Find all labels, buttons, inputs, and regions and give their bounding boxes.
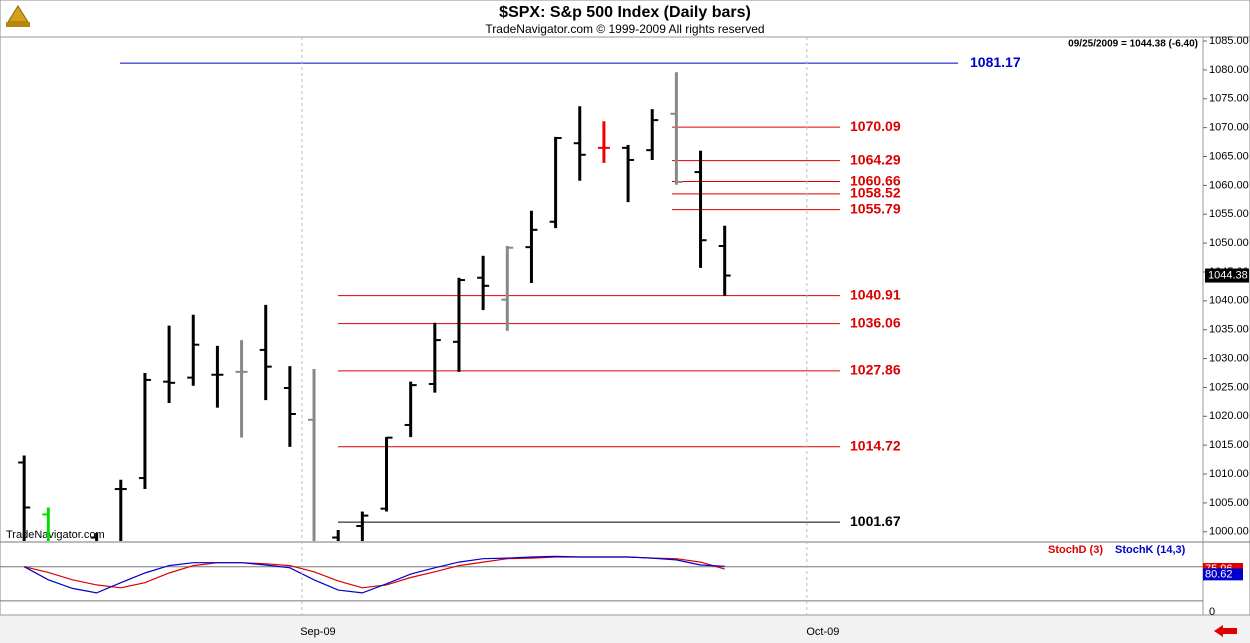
y-tick-label: 1035.00	[1209, 324, 1249, 336]
y-tick-label: 1015.00	[1209, 439, 1249, 451]
scroll-arrow[interactable]	[1214, 625, 1237, 637]
logo	[6, 5, 30, 27]
x-tick-label: Oct-09	[806, 626, 839, 638]
legend-label: StochK (14,3)	[1115, 544, 1186, 556]
level-label: 1064.29	[850, 151, 901, 167]
y-tick-label: 1030.00	[1209, 352, 1249, 364]
y-tick-label: 1000.00	[1209, 526, 1249, 538]
y-tick-label: 0	[1209, 606, 1215, 618]
quote-info: 09/25/2009 = 1044.38 (-6.40)	[1068, 39, 1198, 50]
y-tick-label: 1060.00	[1209, 179, 1249, 191]
y-tick-label: 1020.00	[1209, 410, 1249, 422]
y-tick-label: 1055.00	[1209, 208, 1249, 220]
x-axis-band	[0, 615, 1250, 643]
y-tick-label: 1085.00	[1209, 35, 1249, 47]
stoch-line	[23, 555, 725, 594]
level-label: 1081.17	[970, 54, 1021, 70]
level-label: 1014.72	[850, 437, 901, 453]
level-label: 1036.06	[850, 314, 901, 330]
level-label: 1070.09	[850, 118, 901, 134]
price-pane	[18, 62, 958, 541]
x-tick-label: Sep-09	[300, 626, 335, 638]
y-tick-label: 1050.00	[1209, 237, 1249, 249]
subtitle: TradeNavigator.com © 1999-2009 All right…	[485, 22, 764, 36]
level-label: 1055.79	[850, 200, 901, 216]
stoch-pane	[0, 555, 1203, 602]
last-value-box	[1203, 568, 1243, 581]
y-tick-label: 1070.00	[1209, 122, 1249, 134]
watermark: TradeNavigator.com	[6, 529, 105, 541]
level-label: 1058.52	[850, 185, 901, 201]
level-label: 1027.86	[850, 362, 901, 378]
y-tick-label: 1075.00	[1209, 93, 1249, 105]
last-price-label: 1044.38	[1208, 269, 1248, 281]
level-label: 1060.66	[850, 172, 901, 188]
y-tick-label: 1040.00	[1209, 295, 1249, 307]
y-tick-label: 1065.00	[1209, 150, 1249, 162]
y-tick-label: 1080.00	[1209, 64, 1249, 76]
legend-label: StochD (3)	[1048, 544, 1103, 556]
y-tick-label: 1005.00	[1209, 497, 1249, 509]
title: $SPX: S&p 500 Index (Daily bars)	[499, 4, 751, 21]
level-label: 1040.91	[850, 286, 901, 302]
y-tick-label: 1010.00	[1209, 468, 1249, 480]
last-price-box	[1205, 268, 1249, 283]
y-tick-label: 1025.00	[1209, 381, 1249, 393]
level-label: 1001.67	[850, 513, 901, 529]
last-value-label: 80.62	[1205, 568, 1233, 580]
overlay: 1000.00 1005.00 1010.00 1015.00 1020.00 1025.…	[300, 35, 1249, 638]
